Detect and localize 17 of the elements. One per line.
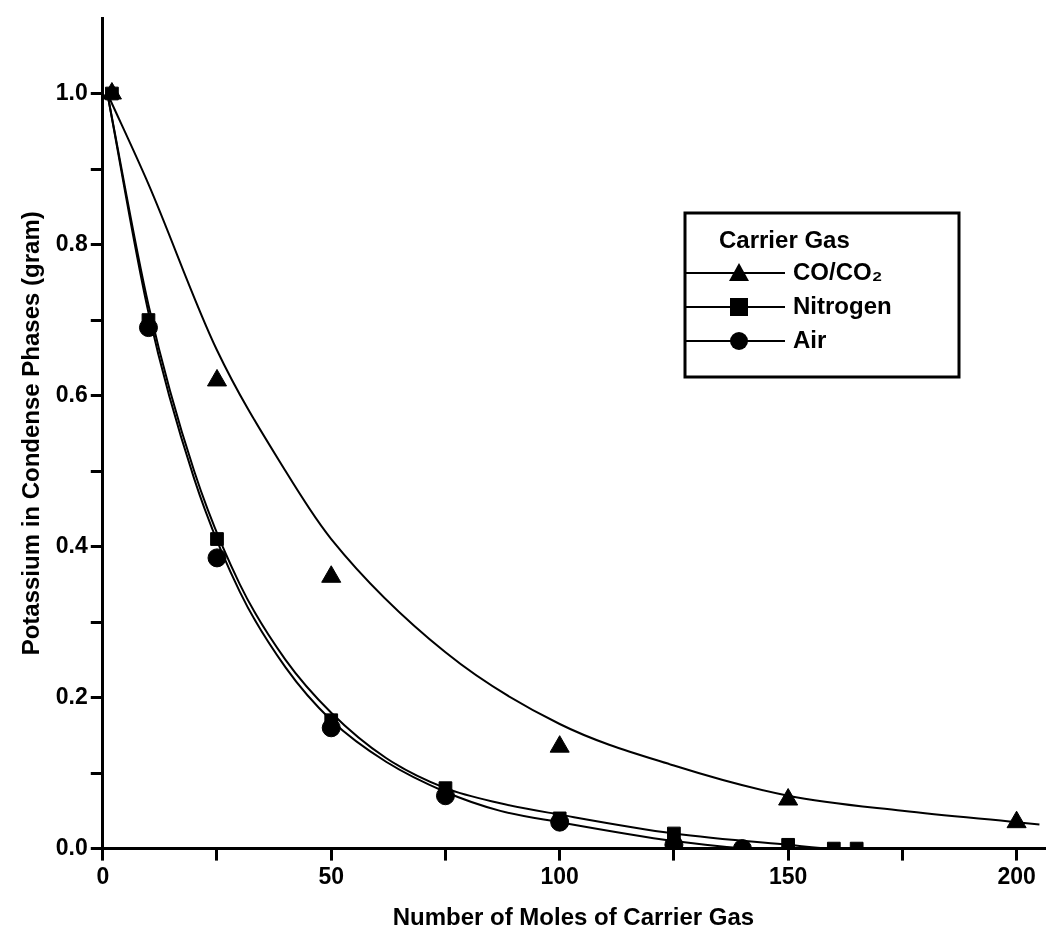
legend-label: Air — [793, 325, 827, 353]
x-tick-label: 200 — [997, 862, 1036, 889]
y-tick-label: 0.6 — [55, 380, 88, 407]
y-tick-label: 1.0 — [55, 78, 88, 105]
x-tick-label: 50 — [318, 862, 345, 889]
x-tick-label: 150 — [768, 862, 808, 889]
y-tick-label: 0.2 — [55, 682, 88, 709]
x-axis-title: Number of Moles of Carrier Gas — [392, 903, 755, 931]
y-tick-label: 0.8 — [55, 229, 88, 256]
legend-title: Carrier Gas — [719, 225, 850, 253]
legend-label: CO/CO₂ — [793, 257, 883, 285]
x-tick-label: 0 — [96, 862, 110, 889]
y-tick-label: 0.4 — [55, 531, 88, 558]
legend-label: Nitrogen — [793, 291, 892, 319]
x-tick-label: 100 — [540, 862, 579, 889]
y-axis-title: Potassium in Condense Phases (gram) — [17, 211, 45, 656]
y-tick-label: 0.0 — [55, 833, 88, 860]
